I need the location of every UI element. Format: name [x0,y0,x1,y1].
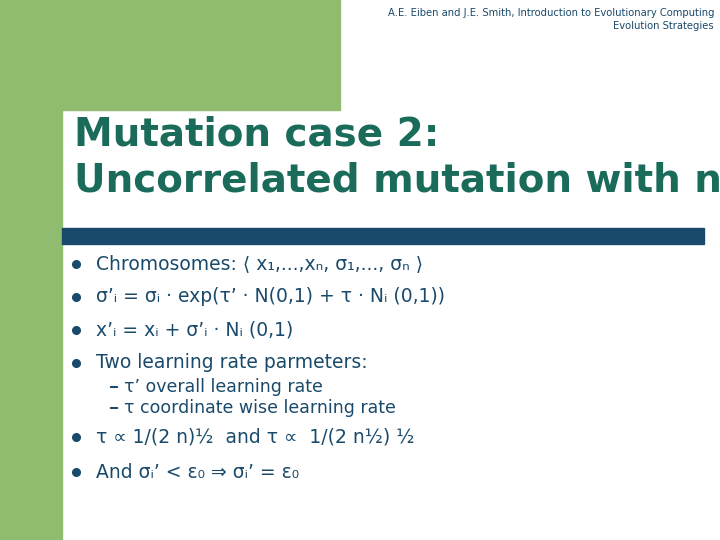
Text: And σᵢ’ < ε₀ ⇒ σᵢ’ = ε₀: And σᵢ’ < ε₀ ⇒ σᵢ’ = ε₀ [96,462,299,482]
Bar [0,0,340,110]
Text: Evolution Strategies: Evolution Strategies [613,21,714,31]
Text: τ’ overall learning rate: τ’ overall learning rate [124,378,323,396]
Text: σ’ᵢ = σᵢ · exp(τ’ · N(0,1) + τ · Nᵢ (0,1)): σ’ᵢ = σᵢ · exp(τ’ · N(0,1) + τ · Nᵢ (0,1… [96,287,445,307]
Text: τ coordinate wise learning rate: τ coordinate wise learning rate [124,399,396,417]
Text: τ ∝ 1/(2 n)½  and τ ∝  1/(2 n½) ½: τ ∝ 1/(2 n)½ and τ ∝ 1/(2 n½) ½ [96,428,415,447]
Text: Chromosomes: ⟨ x₁,...,xₙ, σ₁,..., σₙ ⟩: Chromosomes: ⟨ x₁,...,xₙ, σ₁,..., σₙ ⟩ [96,254,423,273]
Text: x’ᵢ = xᵢ + σ’ᵢ · Nᵢ (0,1): x’ᵢ = xᵢ + σ’ᵢ · Nᵢ (0,1) [96,321,293,340]
Bar [62,228,704,244]
Text: Two learning rate parmeters:: Two learning rate parmeters: [96,354,368,373]
Text: A.E. Eiben and J.E. Smith, Introduction to Evolutionary Computing: A.E. Eiben and J.E. Smith, Introduction … [387,8,714,18]
Text: Mutation case 2:: Mutation case 2: [74,116,439,154]
Bar [0,0,62,540]
Text: Uncorrelated mutation with n σ’s: Uncorrelated mutation with n σ’s [74,162,720,200]
